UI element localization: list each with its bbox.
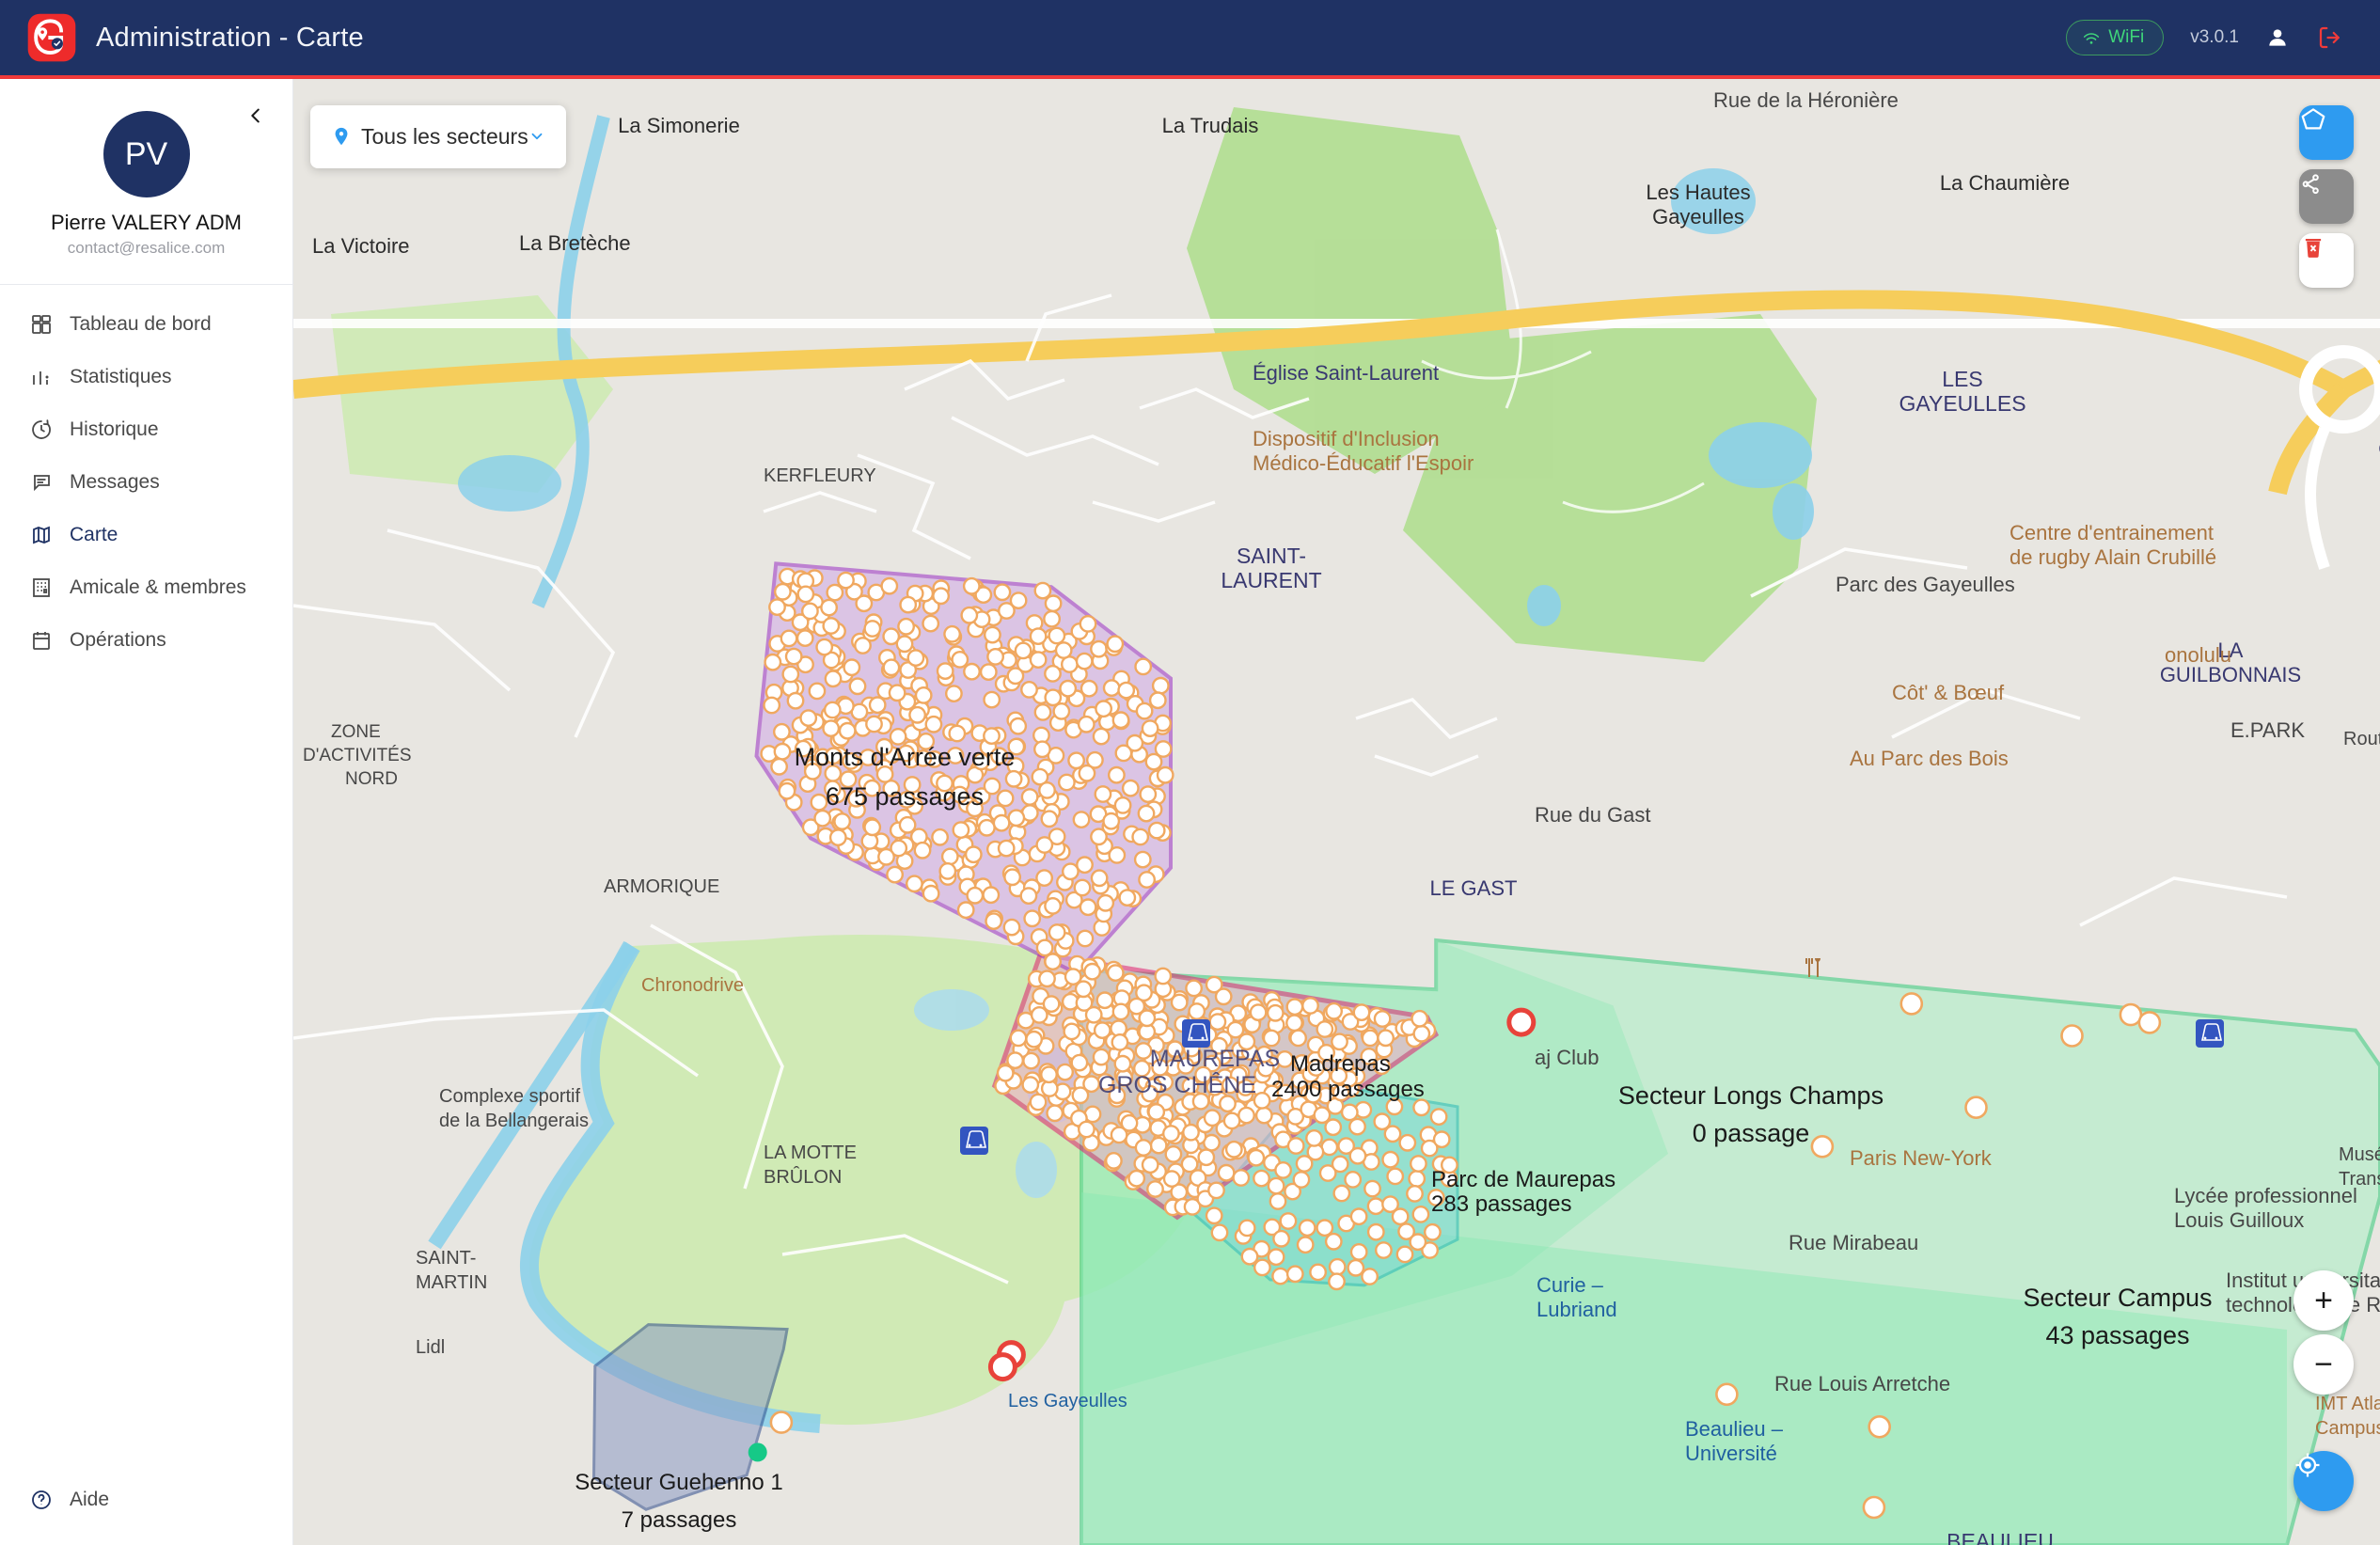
svg-text:BEAULIEU: BEAULIEU — [1947, 1529, 2054, 1545]
svg-text:Rue Mirabeau: Rue Mirabeau — [1789, 1231, 1918, 1254]
svg-text:LAURENT: LAURENT — [1221, 568, 1321, 592]
svg-text:de rugby Alain Crubillé: de rugby Alain Crubillé — [2010, 545, 2216, 569]
svg-text:Gayeulles: Gayeulles — [1652, 205, 1744, 229]
svg-text:de la Bellangerais: de la Bellangerais — [439, 1111, 589, 1131]
svg-text:La Bretèche: La Bretèche — [519, 231, 631, 255]
svg-text:GAYEULLES: GAYEULLES — [1899, 391, 2025, 416]
svg-text:675 passages: 675 passages — [826, 782, 984, 811]
svg-text:2400 passages: 2400 passages — [1271, 1077, 1425, 1102]
svg-text:Transmissions: Transmissions — [2339, 1169, 2380, 1190]
svg-text:Rue Louis Arretche: Rue Louis Arretche — [1774, 1372, 1950, 1395]
svg-text:Côt' & Bœuf: Côt' & Bœuf — [1892, 681, 2005, 704]
svg-text:LES: LES — [1942, 367, 1982, 391]
svg-text:MAUREPAS: MAUREPAS — [1150, 1046, 1280, 1072]
svg-text:7 passages: 7 passages — [622, 1507, 737, 1533]
svg-text:Chronodrive: Chronodrive — [641, 975, 744, 996]
svg-text:Rue de la Héronière: Rue de la Héronière — [1713, 88, 1899, 112]
svg-text:Lubriand: Lubriand — [1537, 1298, 1617, 1321]
svg-text:Secteur Guehenno 1: Secteur Guehenno 1 — [575, 1470, 783, 1495]
svg-text:Église Saint-Laurent: Église Saint-Laurent — [1253, 361, 1439, 385]
svg-text:IMT Atlantique –: IMT Atlantique – — [2315, 1394, 2380, 1414]
svg-text:La Trudais: La Trudais — [1162, 114, 1259, 137]
svg-text:43 passages: 43 passages — [2045, 1321, 2189, 1349]
svg-text:D'ACTIVITÉS: D'ACTIVITÉS — [303, 746, 412, 765]
svg-text:Centre d'entrainement: Centre d'entrainement — [2010, 521, 2214, 544]
svg-text:La Chaumière: La Chaumière — [1940, 171, 2070, 195]
svg-text:LA MOTTE: LA MOTTE — [764, 1143, 857, 1163]
svg-text:MARTIN: MARTIN — [416, 1272, 487, 1293]
svg-text:aj Club: aj Club — [1535, 1046, 1599, 1069]
svg-text:Rue du Gast: Rue du Gast — [1535, 803, 1651, 827]
svg-text:BRÛLON: BRÛLON — [764, 1166, 842, 1188]
svg-text:SAINT-: SAINT- — [416, 1248, 476, 1269]
svg-text:E.PARK: E.PARK — [2230, 718, 2305, 742]
svg-text:0 passage: 0 passage — [1693, 1119, 1810, 1147]
svg-text:Les Hautes: Les Hautes — [1646, 181, 1750, 204]
svg-text:Les Gayeulles: Les Gayeulles — [1008, 1391, 1127, 1411]
svg-text:Campus de Rennes: Campus de Rennes — [2315, 1418, 2380, 1439]
svg-text:Lycée professionnel: Lycée professionnel — [2174, 1184, 2357, 1207]
svg-text:283 passages: 283 passages — [1431, 1191, 1571, 1217]
svg-text:ARMORIQUE: ARMORIQUE — [604, 876, 719, 897]
svg-text:Université: Université — [1685, 1442, 1777, 1465]
svg-text:Monts d'Arrée verte: Monts d'Arrée verte — [795, 743, 1016, 771]
svg-text:Musée des: Musée des — [2339, 1144, 2380, 1165]
svg-text:Dispositif d'Inclusion: Dispositif d'Inclusion — [1253, 427, 1440, 450]
svg-text:La Simonerie: La Simonerie — [618, 114, 740, 137]
svg-text:NORD: NORD — [345, 769, 398, 789]
svg-text:Madrepas: Madrepas — [1290, 1051, 1391, 1077]
svg-text:Secteur Longs Champs: Secteur Longs Champs — [1618, 1081, 1884, 1110]
svg-text:Beaulieu –: Beaulieu – — [1685, 1417, 1784, 1441]
svg-text:onolulu: onolulu — [2165, 643, 2231, 667]
svg-text:SAINT-: SAINT- — [1237, 544, 1306, 568]
svg-text:Parc des Gayeulles: Parc des Gayeulles — [1836, 573, 2015, 596]
svg-text:La Victoire: La Victoire — [312, 234, 410, 258]
svg-text:LE GAST: LE GAST — [1430, 876, 1518, 900]
svg-text:Parc de Maurepas: Parc de Maurepas — [1431, 1167, 1616, 1192]
svg-text:KERFLEURY: KERFLEURY — [764, 465, 876, 486]
svg-text:Louis Guilloux: Louis Guilloux — [2174, 1208, 2304, 1232]
svg-text:Au Parc des Bois: Au Parc des Bois — [1850, 747, 2009, 770]
svg-text:Médico-Éducatif l'Espoir: Médico-Éducatif l'Espoir — [1253, 451, 1474, 475]
svg-text:Lidl: Lidl — [416, 1337, 445, 1358]
svg-text:Complexe sportif: Complexe sportif — [439, 1086, 581, 1107]
svg-text:GROS CHÊNE: GROS CHÊNE — [1098, 1071, 1256, 1098]
svg-text:Route de Fougères: Route de Fougères — [2343, 729, 2380, 749]
svg-text:ZONE: ZONE — [331, 722, 381, 742]
svg-text:Paris New-York: Paris New-York — [1850, 1146, 1993, 1170]
svg-text:Curie –: Curie – — [1537, 1273, 1604, 1297]
svg-text:Secteur Campus: Secteur Campus — [2023, 1284, 2212, 1312]
